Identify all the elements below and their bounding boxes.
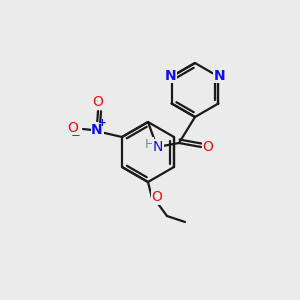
Text: N: N xyxy=(214,68,225,83)
Text: O: O xyxy=(93,95,104,109)
Text: N: N xyxy=(153,140,163,154)
Text: O: O xyxy=(68,121,79,135)
Text: N: N xyxy=(91,123,103,137)
Text: −: − xyxy=(71,128,81,142)
Text: H: H xyxy=(144,137,154,151)
Text: N: N xyxy=(165,68,176,83)
Text: O: O xyxy=(202,140,213,154)
Text: O: O xyxy=(152,190,162,204)
Text: +: + xyxy=(98,118,106,128)
